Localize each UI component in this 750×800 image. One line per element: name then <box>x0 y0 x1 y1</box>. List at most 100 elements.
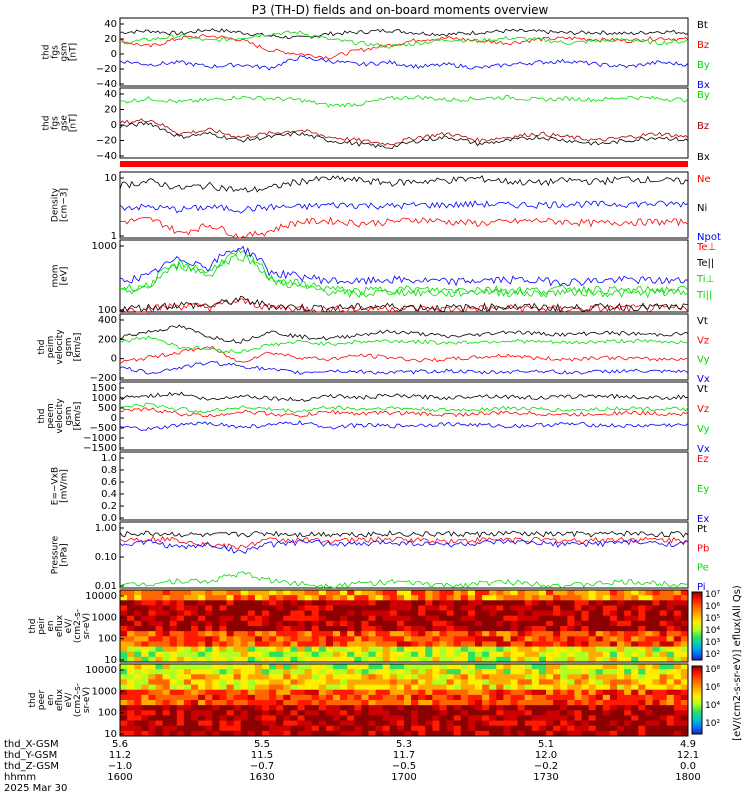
heatmap-cell <box>176 620 185 627</box>
heatmap-cell <box>680 715 689 722</box>
heatmap-cell <box>148 605 156 612</box>
heatmap-cell <box>375 720 384 727</box>
heatmap-cell <box>425 646 433 653</box>
heatmap-cell <box>176 626 185 632</box>
heatmap-cell <box>503 674 511 680</box>
ylabel-text: velocity <box>55 329 65 365</box>
heatmap-cell <box>538 610 547 617</box>
heatmap-cell <box>624 641 632 648</box>
heatmap-cell <box>269 669 277 675</box>
heatmap-cell <box>134 700 142 706</box>
heatmap-cell <box>382 689 391 696</box>
heatmap-cell <box>233 615 242 622</box>
heatmap-cell <box>531 620 540 627</box>
heatmap-cell <box>325 595 334 601</box>
heatmap-cell <box>127 710 135 716</box>
heatmap-cell <box>531 710 540 716</box>
heatmap-cell <box>233 605 242 612</box>
heatmap-cell <box>446 664 455 670</box>
heatmap-cell <box>588 720 597 727</box>
heatmap-cell <box>588 646 597 653</box>
heatmap-cell <box>538 689 547 696</box>
heatmap-cell <box>347 651 355 658</box>
heatmap-cell <box>240 694 249 701</box>
heatmap-cell <box>609 600 618 606</box>
heatmap-cell <box>496 641 504 648</box>
heatmap-cell <box>183 631 192 637</box>
heatmap-cell <box>311 725 320 732</box>
heatmap-cell <box>666 656 675 663</box>
heatmap-cell <box>460 595 469 601</box>
heatmap-cell <box>148 710 156 716</box>
heatmap-cell <box>141 705 149 711</box>
heatmap-cell <box>354 636 362 642</box>
ylabel-text: thd <box>28 693 38 708</box>
series-Pi <box>119 538 689 554</box>
heatmap-cell <box>425 656 433 663</box>
heatmap-cell <box>325 674 334 680</box>
heatmap-cell <box>524 590 533 596</box>
heatmap-cell <box>595 730 604 737</box>
heatmap-cell <box>652 720 661 727</box>
heatmap-cell <box>176 651 185 658</box>
heatmap-cell <box>581 615 590 622</box>
heatmap-cell <box>524 705 533 711</box>
heatmap-cell <box>205 600 213 606</box>
heatmap-cell <box>290 651 298 658</box>
heatmap-cell <box>645 656 653 663</box>
heatmap-cell <box>311 605 320 612</box>
heatmap-cell <box>290 684 298 691</box>
heatmap-cell <box>482 646 490 653</box>
heatmap-cell <box>560 651 568 658</box>
heatmap-cell <box>169 656 178 663</box>
heatmap-cell <box>553 725 561 732</box>
heatmap-cell <box>155 590 164 596</box>
heatmap-cell <box>297 656 306 663</box>
heatmap-cell <box>254 610 263 617</box>
heatmap-cell <box>460 605 469 612</box>
heatmap-cell <box>205 610 213 617</box>
heatmap-cell <box>368 720 377 727</box>
heatmap-cell <box>155 651 164 658</box>
heatmap-cell <box>482 679 490 686</box>
heatmap-cell <box>318 720 327 727</box>
heatmap-cell <box>361 674 369 680</box>
heatmap-cell <box>560 641 568 648</box>
heatmap-cell <box>531 631 540 637</box>
heatmap-cell <box>631 615 639 622</box>
heatmap-cell <box>496 620 504 627</box>
heatmap-cell <box>467 669 476 675</box>
heatmap-cell <box>404 656 412 663</box>
heatmap-cell <box>524 720 533 727</box>
heatmap-cell <box>318 664 327 670</box>
heatmap-cell <box>609 694 618 701</box>
heatmap-cell <box>460 669 469 675</box>
heatmap-cell <box>482 595 490 601</box>
heatmap-cell <box>382 664 391 670</box>
heatmap-cell <box>333 626 341 632</box>
heatmap-cell <box>475 679 483 686</box>
heatmap-cell <box>219 656 227 663</box>
heatmap-cell <box>269 595 277 601</box>
heatmap-cell <box>169 669 178 675</box>
ylabel-text: thd <box>42 45 52 60</box>
heatmap-cell <box>361 641 369 648</box>
heatmap-cell <box>183 605 192 612</box>
heatmap-cell <box>411 694 419 701</box>
heatmap-cell <box>120 715 128 722</box>
heatmap-cell <box>219 620 227 627</box>
heatmap-cell <box>517 725 526 732</box>
heatmap-cell <box>304 679 313 686</box>
heatmap-cell <box>567 656 575 663</box>
heatmap-cell <box>546 669 554 675</box>
heatmap-cell <box>176 669 185 675</box>
heatmap-cell <box>162 656 171 663</box>
heatmap-cell <box>283 700 291 706</box>
heatmap-cell <box>411 720 419 727</box>
heatmap-cell <box>617 651 625 658</box>
heatmap-cell <box>680 700 689 706</box>
heatmap-cell <box>290 674 298 680</box>
heatmap-cell <box>240 656 249 663</box>
heatmap-cell <box>496 656 504 663</box>
heatmap-cell <box>233 651 242 658</box>
